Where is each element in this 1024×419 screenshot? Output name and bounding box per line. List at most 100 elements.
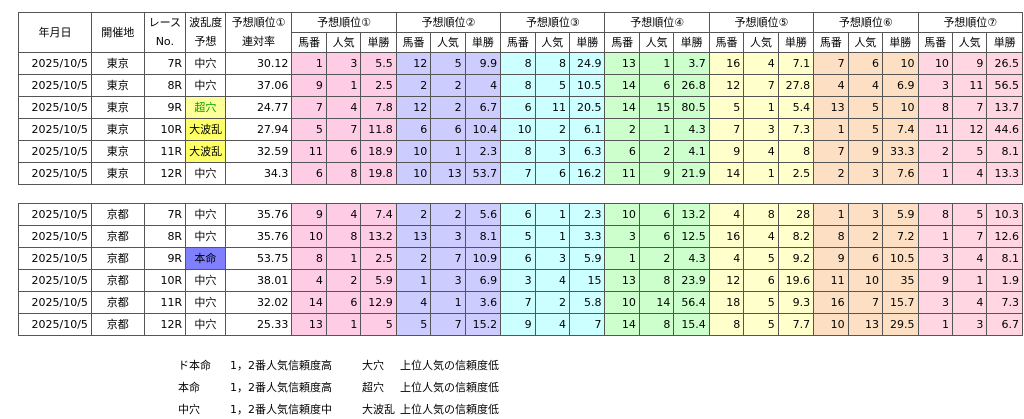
rate-cell: 25.33 [224, 313, 293, 336]
date-cell: 2025/10/5 [18, 74, 92, 97]
venue-cell: 京都 [90, 313, 145, 336]
popularity: 3 [534, 247, 571, 270]
race-cell: 12R [143, 162, 187, 185]
note-text: 上位人気の信頼度低 [400, 381, 499, 394]
popularity: 1 [430, 140, 466, 163]
popularity: 9 [638, 162, 675, 185]
horse-number: 2 [917, 140, 953, 163]
note-text: 上位人気の信頼度低 [400, 359, 499, 372]
horse-number: 4 [708, 203, 745, 226]
win-odds: 2.3 [568, 203, 606, 226]
date-cell: 2025/10/5 [18, 291, 92, 314]
win-odds: 44.6 [986, 118, 1023, 141]
race-cell: 12R [143, 313, 187, 336]
note-text: 本命 [178, 381, 200, 394]
win-odds: 12.9 [360, 291, 397, 314]
win-odds: 10.5 [882, 247, 919, 270]
subcol-header: 人気 [847, 32, 884, 53]
header-cell: 連対率 [224, 32, 293, 53]
race-cell: 8R [143, 74, 187, 97]
note-text: 1，2番人気信頼度中 [230, 403, 332, 416]
horse-number: 1 [813, 118, 849, 141]
win-odds: 7.8 [360, 96, 397, 119]
win-odds: 10 [882, 52, 919, 75]
horse-number: 14 [604, 96, 640, 119]
horse-number: 8 [500, 140, 536, 163]
horse-number: 11 [604, 162, 640, 185]
win-odds: 8.2 [777, 225, 815, 248]
venue-cell: 京都 [90, 225, 145, 248]
horse-number: 13 [604, 52, 640, 75]
rate-cell: 35.76 [224, 203, 293, 226]
popularity: 2 [638, 140, 675, 163]
win-odds: 7 [568, 313, 606, 336]
win-odds: 13.7 [986, 96, 1023, 119]
win-odds: 6.7 [986, 313, 1023, 336]
race-row: 2025/10/5 東京 10R 大波乱 27.94 5 7 11.8 6 6 10.4 10 2 6.1… [18, 118, 1023, 141]
popularity: 3 [743, 118, 779, 141]
popularity: 5 [847, 96, 884, 119]
win-odds: 5.6 [464, 203, 502, 226]
win-odds: 8.1 [986, 247, 1023, 270]
popularity: 11 [534, 96, 571, 119]
popularity: 8 [638, 269, 675, 292]
popularity: 1 [534, 225, 571, 248]
note-text: 大穴 [362, 359, 384, 372]
horse-number: 6 [604, 140, 640, 163]
popularity: 1 [534, 203, 571, 226]
win-odds: 20.5 [568, 96, 606, 119]
horse-number: 7 [291, 96, 327, 119]
win-odds: 10.5 [568, 74, 606, 97]
horse-number: 7 [708, 118, 745, 141]
subcol-header: 人気 [325, 32, 362, 53]
popularity: 7 [430, 247, 466, 270]
group-header: 予想順位③ [500, 12, 606, 33]
popularity: 1 [325, 74, 362, 97]
popularity: 7 [325, 118, 362, 141]
popularity: 3 [430, 225, 466, 248]
popularity: 6 [325, 291, 362, 314]
win-odds: 23.9 [673, 269, 710, 292]
note-text: 上位人気の信頼度低 [400, 403, 499, 416]
popularity: 8 [325, 225, 362, 248]
horse-number: 11 [917, 118, 953, 141]
popularity: 1 [951, 269, 988, 292]
win-odds: 15.7 [882, 291, 919, 314]
popularity: 4 [847, 74, 884, 97]
popularity: 6 [430, 118, 466, 141]
win-odds: 3.3 [568, 225, 606, 248]
race-row: 2025/10/5 京都 9R 本命 53.75 8 1 2.5 2 7 10.9 6 3 5.9 1 2 4.… [18, 247, 1023, 270]
subcol-header: 人気 [743, 32, 779, 53]
horse-number: 10 [395, 140, 432, 163]
horse-number: 13 [813, 96, 849, 119]
popularity: 1 [638, 52, 675, 75]
popularity: 10 [847, 269, 884, 292]
popularity: 11 [951, 74, 988, 97]
subcol-header: 馬番 [500, 32, 536, 53]
popularity: 4 [743, 140, 779, 163]
popularity: 3 [325, 52, 362, 75]
date-cell: 2025/10/5 [18, 52, 92, 75]
win-odds: 15 [568, 269, 606, 292]
win-odds: 18.9 [360, 140, 397, 163]
note-text: 大波乱 [362, 403, 395, 416]
popularity: 6 [847, 247, 884, 270]
horse-number: 7 [813, 140, 849, 163]
win-odds: 80.5 [673, 96, 710, 119]
venue-cell: 京都 [90, 269, 145, 292]
venue-cell: 京都 [90, 203, 145, 226]
race-row: 2025/10/5 東京 7R 中穴 30.12 1 3 5.5 12 5 9.9 8 8 24.9 13 1… [18, 52, 1023, 75]
popularity: 4 [325, 96, 362, 119]
level-cell: 中穴 [185, 74, 226, 97]
race-row: 2025/10/5 東京 12R 中穴 34.3 6 8 19.8 10 13 53.7 7 6 16.2… [18, 162, 1023, 185]
horse-number: 9 [291, 74, 327, 97]
horse-number: 7 [500, 162, 536, 185]
win-odds: 13.2 [360, 225, 397, 248]
win-odds: 7.2 [882, 225, 919, 248]
popularity: 2 [534, 118, 571, 141]
horse-number: 10 [291, 225, 327, 248]
popularity: 1 [743, 162, 779, 185]
venue-cell: 東京 [90, 140, 145, 163]
popularity: 6 [743, 269, 779, 292]
